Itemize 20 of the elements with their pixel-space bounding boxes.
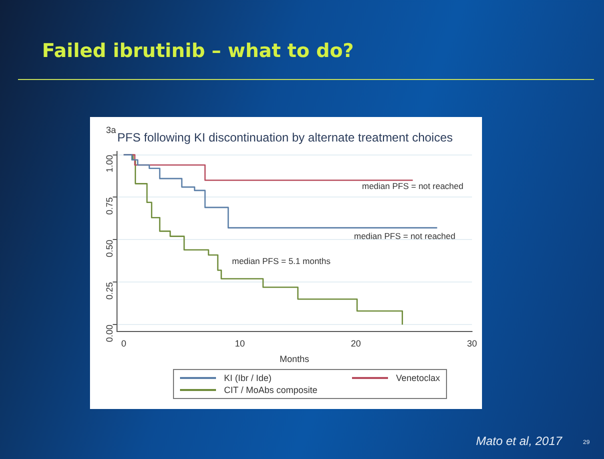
chart-title: Failed ibrutinib – what to do? (42, 40, 354, 62)
y-tick-label: 0.50 (104, 240, 114, 258)
y-tick-label: 0.25 (104, 282, 114, 300)
y-tick-label: 0.75 (104, 197, 114, 215)
x-tick-label: 20 (350, 338, 361, 348)
legend-label: KI (Ibr / Ide) (224, 373, 272, 383)
y-tick-label: 1.00 (104, 154, 114, 172)
text: Mato et al, 2017 (476, 434, 562, 448)
annotation: median PFS = 5.1 months (232, 256, 331, 266)
chart-subtitle: PFS following KI discontinuation by alternate treatment choices (117, 130, 453, 145)
x-tick-label: 0 (121, 338, 126, 348)
annotation: median PFS = not reached (354, 231, 456, 241)
x-tick-label: 30 (466, 338, 477, 348)
legend-label: Venetoclax (396, 373, 440, 383)
x-axis-title: Months (280, 354, 310, 364)
legend-label: CIT / MoAbs composite (224, 385, 318, 395)
y-tick-label: 0.00 (104, 324, 114, 342)
x-tick-label: 10 (234, 338, 245, 348)
annotation: median PFS = not reached (362, 181, 464, 191)
text: 3a (106, 125, 116, 135)
